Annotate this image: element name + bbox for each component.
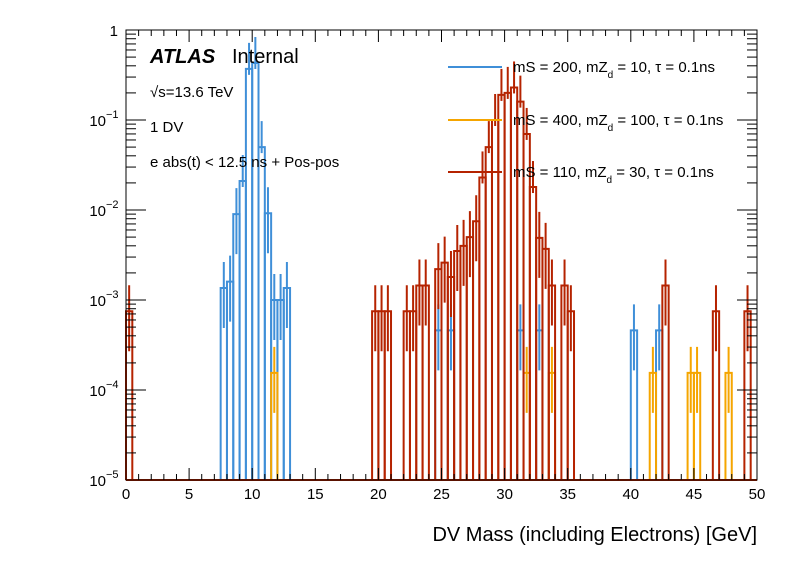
selection-annotation-dv: 1 DV (150, 119, 183, 136)
atlas-text: ATLAS (149, 46, 216, 68)
x-tick-label: 40 (622, 486, 639, 503)
y-tick-label: 1 (110, 23, 118, 40)
energy-annotation: √s=13.6 TeV (150, 84, 233, 101)
y-tick-label: 10 (89, 203, 106, 220)
x-tick-label: 30 (496, 486, 513, 503)
legend: mS = 200, mZd = 10, τ = 0.1ns mS = 400, m… (448, 59, 723, 186)
y-tick-exponent: −4 (106, 379, 119, 391)
y-tick-label: 10 (89, 383, 106, 400)
x-axis-label: DV Mass (including Electrons) [GeV] (432, 524, 757, 546)
legend-label: mS = 200, mZd = 10, τ = 0.1ns (513, 59, 715, 81)
legend-entry: mS = 200, mZd = 10, τ = 0.1ns (448, 59, 715, 81)
selection-annotation-timing: e abs(t) < 12.5 ns + Pos-pos (150, 154, 339, 171)
x-tick-label: 15 (307, 486, 324, 503)
y-tick-label: 10 (89, 113, 106, 130)
series-layer (125, 36, 757, 481)
y-tick-label: 10 (89, 293, 106, 310)
x-tick-label: 10 (244, 486, 261, 503)
x-tick-label: 5 (185, 486, 193, 503)
y-tick-exponent: −5 (106, 469, 119, 481)
y-tick-label: 10 (89, 473, 106, 490)
legend-label: mS = 400, mZd = 100, τ = 0.1ns (513, 112, 723, 134)
legend-entry: mS = 400, mZd = 100, τ = 0.1ns (448, 112, 723, 134)
series-1 (126, 36, 757, 481)
x-tick-label: 25 (433, 486, 450, 503)
x-tick-label: 50 (749, 486, 766, 503)
y-tick-exponent: −3 (106, 289, 119, 301)
atlas-label: ATLAS Internal (149, 46, 299, 68)
y-tick-exponent: −2 (106, 199, 119, 211)
x-tick-label: 45 (686, 486, 703, 503)
legend-entry: mS = 110, mZd = 30, τ = 0.1ns (448, 164, 714, 186)
x-tick-label: 35 (559, 486, 576, 503)
internal-text: Internal (232, 46, 299, 68)
y-tick-exponent: −1 (106, 109, 119, 121)
legend-label: mS = 110, mZd = 30, τ = 0.1ns (513, 164, 714, 186)
x-tick-label: 0 (122, 486, 130, 503)
x-tick-label: 20 (370, 486, 387, 503)
